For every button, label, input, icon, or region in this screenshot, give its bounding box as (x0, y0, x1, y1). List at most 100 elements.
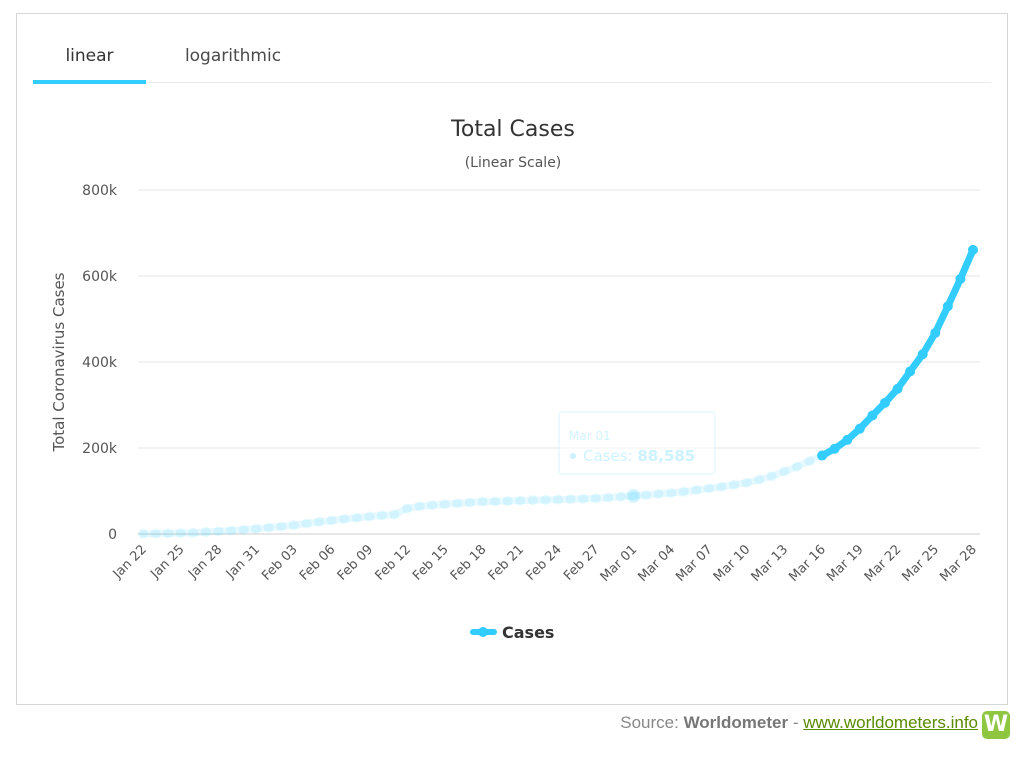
data-point[interactable] (515, 495, 526, 506)
data-point[interactable] (917, 349, 928, 360)
legend-marker (478, 627, 488, 637)
data-point[interactable] (540, 494, 551, 505)
data-point[interactable] (817, 450, 828, 461)
x-tick-label: Feb 21 (486, 542, 528, 584)
x-tick-label: Feb 18 (448, 542, 490, 584)
data-point[interactable] (490, 496, 501, 507)
tooltip-label: Cases: (583, 447, 637, 465)
data-point[interactable] (452, 498, 463, 509)
data-point[interactable] (238, 524, 249, 535)
data-point[interactable] (163, 528, 174, 539)
x-tick-label: Mar 04 (635, 542, 678, 585)
data-point[interactable] (603, 492, 614, 503)
data-point[interactable] (729, 479, 740, 490)
data-point[interactable] (829, 443, 840, 454)
data-point[interactable] (578, 493, 589, 504)
tab-linear[interactable]: linear (33, 14, 146, 84)
data-point[interactable] (879, 397, 890, 408)
data-point[interactable] (653, 489, 664, 500)
data-point[interactable] (842, 434, 853, 445)
x-tick-label: Jan 22 (110, 542, 150, 582)
data-point[interactable] (930, 327, 941, 338)
data-point[interactable] (314, 516, 325, 527)
data-point[interactable] (628, 490, 639, 501)
data-point[interactable] (175, 528, 186, 539)
scale-tabs: linear logarithmic (33, 14, 991, 84)
data-point[interactable] (477, 496, 488, 507)
data-point[interactable] (251, 523, 262, 534)
x-tick-label: Feb 27 (561, 542, 603, 584)
x-tick-label: Mar 22 (862, 542, 905, 585)
data-point[interactable] (867, 410, 878, 421)
data-point[interactable] (565, 494, 576, 505)
data-point[interactable] (150, 528, 161, 539)
hovered-point[interactable] (626, 488, 641, 503)
data-point[interactable] (427, 500, 438, 511)
data-point[interactable] (326, 515, 337, 526)
data-point[interactable] (590, 493, 601, 504)
data-point[interactable] (553, 494, 563, 505)
source-separator: - (788, 713, 804, 732)
tab-logarithmic[interactable]: logarithmic (173, 14, 293, 82)
data-point[interactable] (779, 466, 790, 477)
x-tick-label: Feb 15 (410, 542, 452, 584)
data-point[interactable] (188, 527, 199, 538)
data-point[interactable] (301, 518, 312, 529)
source-link[interactable]: www.worldometers.info (803, 713, 978, 732)
active-tab-indicator (33, 80, 146, 84)
data-point[interactable] (968, 244, 978, 255)
data-point[interactable] (376, 510, 387, 521)
data-point[interactable] (666, 488, 677, 499)
data-point[interactable] (766, 471, 777, 482)
grid-lines (138, 189, 980, 535)
data-point[interactable] (754, 474, 765, 485)
data-point[interactable] (691, 485, 702, 496)
data-point[interactable] (414, 501, 425, 512)
data-point[interactable] (942, 301, 953, 312)
data-point[interactable] (892, 383, 903, 394)
worldometer-logo-icon[interactable]: W (982, 711, 1010, 739)
x-tick-label: Mar 07 (673, 542, 716, 585)
data-point[interactable] (641, 490, 652, 501)
y-axis-label: Total Coronavirus Cases (50, 272, 68, 452)
data-point[interactable] (527, 495, 538, 506)
data-point[interactable] (364, 511, 375, 522)
chart-subtitle: (Linear Scale) (465, 155, 562, 171)
chart-title: Total Cases (450, 117, 575, 142)
data-point[interactable] (464, 497, 475, 508)
x-tick-label: Mar 10 (711, 542, 754, 585)
data-point[interactable] (502, 496, 513, 507)
x-tick-label: Mar 19 (824, 542, 867, 585)
data-point[interactable] (905, 366, 916, 377)
data-point[interactable] (389, 509, 400, 520)
data-point[interactable] (339, 514, 350, 525)
legend[interactable]: Cases (470, 623, 554, 642)
data-point[interactable] (804, 456, 815, 467)
data-point[interactable] (678, 486, 689, 497)
data-point[interactable] (213, 526, 224, 537)
data-point[interactable] (741, 477, 752, 488)
data-point[interactable] (703, 483, 714, 494)
data-point[interactable] (288, 520, 299, 531)
tooltip-date: Mar 01 (569, 429, 611, 443)
data-point[interactable] (615, 491, 626, 502)
y-tick-label: 200k (82, 441, 118, 457)
data-point[interactable] (791, 461, 802, 472)
series-line (818, 246, 977, 460)
data-point[interactable] (226, 525, 237, 536)
data-point[interactable] (854, 423, 865, 434)
data-point[interactable] (439, 499, 450, 510)
tooltip-text: Cases: 88,585 (583, 447, 695, 465)
data-point[interactable] (402, 503, 413, 514)
data-point[interactable] (200, 527, 211, 538)
x-tick-label: Jan 28 (185, 542, 225, 582)
data-point[interactable] (263, 522, 274, 533)
tooltip: Mar 01 Cases: 88,585 (558, 411, 716, 475)
source-prefix: Source: (620, 713, 684, 732)
data-point[interactable] (716, 481, 727, 492)
data-point[interactable] (276, 521, 287, 532)
tab-logarithmic-label: logarithmic (184, 46, 282, 66)
data-point[interactable] (138, 528, 148, 539)
data-point[interactable] (955, 273, 966, 284)
data-point[interactable] (351, 512, 362, 523)
